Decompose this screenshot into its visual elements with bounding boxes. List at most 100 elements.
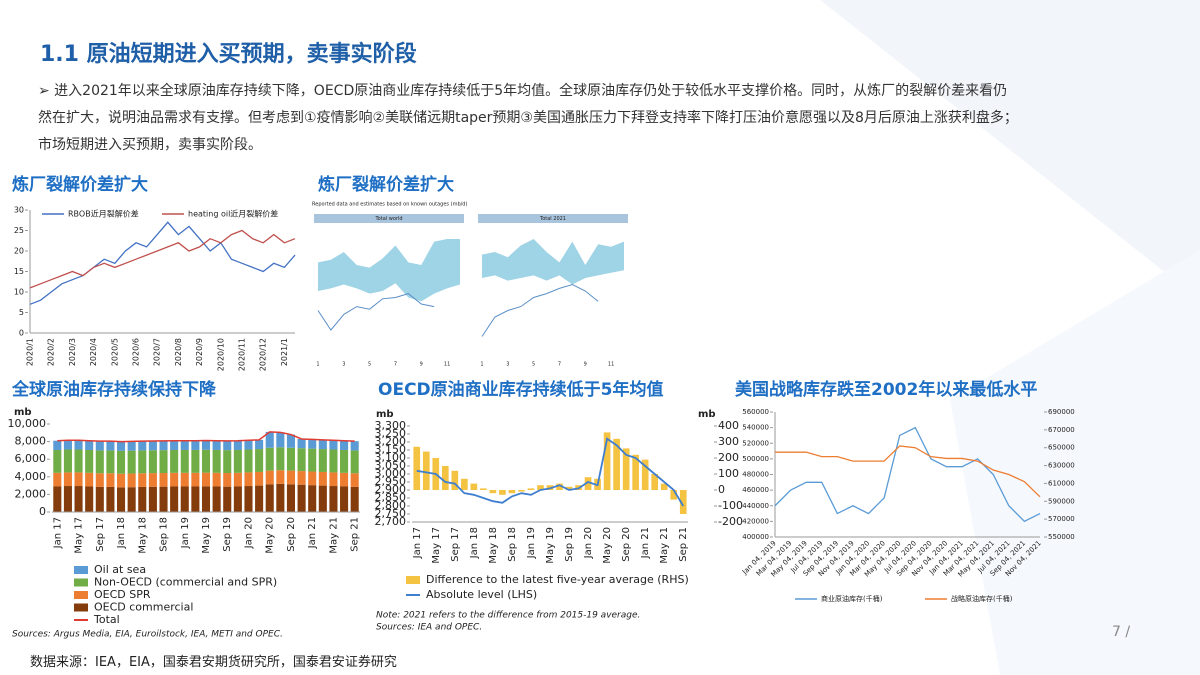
bar-segment — [286, 447, 296, 471]
bar-segment — [318, 449, 327, 472]
bar-segment — [148, 473, 157, 487]
bar-segment — [244, 472, 253, 487]
bar — [565, 486, 573, 490]
y-tick-label: 0 — [718, 483, 725, 496]
bar-segment — [127, 473, 136, 488]
bar-segment — [212, 472, 221, 487]
bar-segment — [297, 484, 306, 512]
y-tick-label: 650000 — [1048, 444, 1075, 452]
bar-segment — [297, 471, 306, 485]
bar-segment — [276, 470, 285, 484]
x-tick-label: 2020/7 — [153, 338, 162, 366]
y-tick-label: 4,000 — [15, 470, 47, 483]
legend-label: heating oil近月裂解价差 — [188, 209, 278, 219]
band — [318, 239, 460, 302]
title: 1.1 原油短期进入买预期，卖事实阶段 — [40, 42, 417, 67]
y-tick-label: 630000 — [1048, 462, 1075, 470]
y-tick-label: 400 — [718, 419, 739, 432]
series-line — [29, 229, 296, 289]
bar-segment — [148, 486, 157, 512]
bar-segment — [180, 472, 189, 487]
bar-segment — [350, 450, 359, 474]
bar-segment — [318, 485, 327, 512]
bar — [480, 488, 487, 490]
bar-segment — [180, 486, 189, 512]
bar — [584, 477, 592, 490]
x-tick-label: Sep 21 — [350, 517, 361, 552]
x-tick-label: Jan 21 — [307, 517, 318, 549]
bar-segment — [138, 450, 147, 474]
bar-segment — [329, 440, 338, 450]
bar-segment — [276, 483, 285, 512]
bar-segment — [297, 438, 306, 449]
bar — [441, 466, 449, 490]
series-line — [57, 431, 355, 443]
bar-segment — [265, 484, 274, 512]
y-tick-label: 15 — [14, 267, 24, 276]
series-line — [29, 221, 296, 305]
legend-label: Total — [93, 613, 120, 626]
x-tick-label: 2020/12 — [259, 338, 268, 371]
y-tick-label: 3,000 — [375, 467, 407, 480]
bar — [670, 490, 678, 500]
x-tick-label: Sep 20 — [286, 517, 297, 552]
bar-segment — [255, 439, 264, 450]
y-tick-label: 560000 — [742, 408, 769, 416]
x-tick-label: 2020/3 — [68, 338, 77, 366]
legend-label: RBOB近月裂解价差 — [68, 209, 139, 219]
bar-segment — [201, 472, 211, 487]
y-tick-label: 3,200 — [375, 435, 407, 448]
bar-segment — [223, 486, 232, 512]
x-tick-label: 3 — [342, 362, 345, 368]
bar-segment — [85, 440, 94, 450]
x-tick-label: 1 — [480, 362, 483, 368]
x-tick-label: May 18 — [137, 517, 148, 554]
legend-label: Non-OECD (commercial and SPR) — [94, 576, 277, 589]
x-tick-label: 2020/5 — [110, 338, 119, 366]
source: 数据来源：IEA，EIA，国泰君安期货研究所，国泰君安证券研究 — [30, 655, 397, 670]
bar-segment — [286, 484, 296, 512]
y-tick-label: 670000 — [1048, 426, 1075, 434]
bar — [451, 470, 459, 490]
y-tick-label: 480000 — [742, 471, 769, 479]
y-tick-label: 10,000 — [8, 417, 47, 430]
bar — [518, 490, 525, 492]
bar-segment — [233, 440, 242, 450]
y-tick-label: 20 — [14, 247, 24, 256]
axis-title: mb — [376, 409, 394, 420]
series-line — [774, 426, 1041, 523]
decor — [820, 0, 1200, 300]
bar-segment — [265, 447, 274, 471]
note: Sources: Argus Media, EIA, Euroilstock, … — [12, 630, 283, 640]
x-tick-label: Jan 18 — [116, 517, 127, 549]
bar — [537, 485, 544, 490]
bar-segment — [63, 472, 72, 487]
bar — [461, 478, 468, 490]
y-tick-label: 2,700 — [375, 515, 407, 528]
bar-segment — [53, 472, 62, 487]
x-tick-label: Jan 20 — [583, 527, 594, 559]
bar-segment — [159, 486, 168, 512]
bar-segment — [116, 441, 126, 451]
bar — [679, 490, 687, 514]
legend-swatch — [74, 578, 88, 587]
y-tick-label: -100 — [718, 499, 743, 512]
bar-segment — [191, 486, 200, 512]
bar-segment — [138, 473, 147, 487]
x-tick-label: 9 — [420, 362, 423, 368]
series-line — [416, 437, 685, 507]
y-tick-label: 3,100 — [375, 451, 407, 464]
y-tick-label: 0 — [19, 329, 24, 338]
y-tick-label: 2,750 — [375, 507, 407, 520]
bar — [651, 474, 659, 490]
x-tick-label: Sep 17 — [450, 527, 461, 562]
x-tick-label: Jan 21 — [640, 527, 651, 559]
bar-segment — [170, 440, 179, 450]
bar-segment — [350, 486, 359, 512]
bar-segment — [74, 440, 83, 450]
bar-segment — [255, 449, 264, 472]
bar-segment — [127, 487, 136, 512]
bar — [527, 488, 535, 490]
x-tick-label: May 18 — [488, 527, 499, 564]
